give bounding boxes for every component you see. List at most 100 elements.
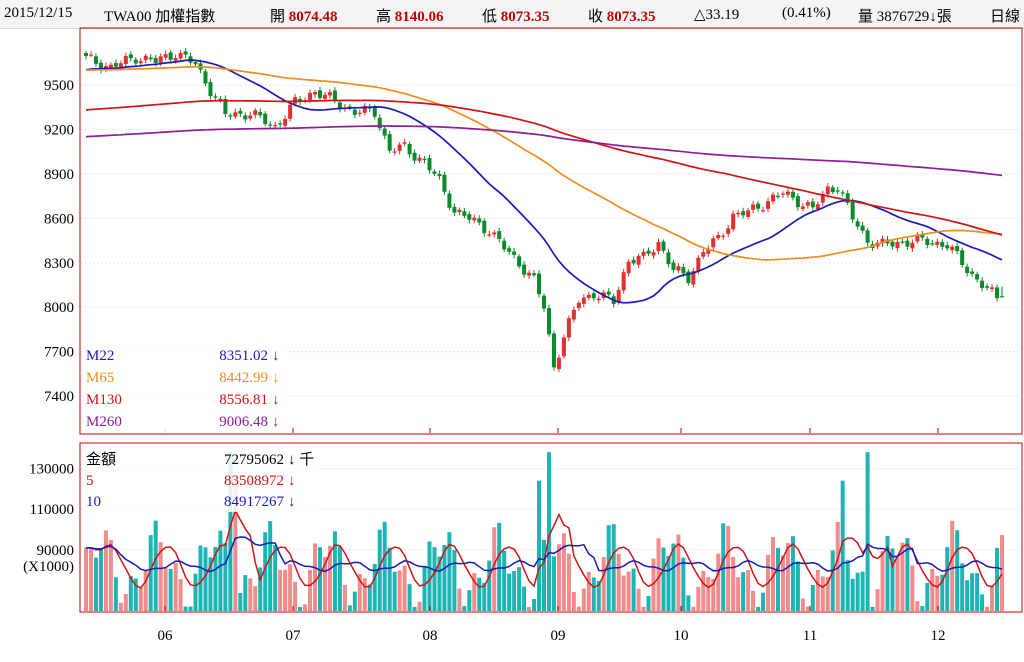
candle-body <box>98 62 103 71</box>
ma130-line <box>85 99 1003 236</box>
candle-body <box>546 308 551 335</box>
volume-legend-value: 72795062 <box>224 452 284 468</box>
volume-bar <box>327 545 332 611</box>
volume-bar <box>800 598 805 611</box>
candle-body <box>920 234 925 238</box>
candle-body <box>800 206 805 209</box>
candle-body <box>308 92 313 100</box>
candle-body <box>437 174 442 177</box>
candle-body <box>845 193 850 203</box>
volume-bar <box>188 606 193 611</box>
candle-body <box>890 241 895 247</box>
volume-bar <box>357 574 362 611</box>
volume-bar <box>313 543 317 611</box>
candle-body <box>502 240 507 250</box>
volume-bar <box>437 556 442 611</box>
volume-bar <box>696 586 701 611</box>
candle-body <box>462 211 467 216</box>
volume-bar <box>840 480 845 611</box>
candle-body <box>701 252 706 257</box>
volume-bar <box>103 530 108 611</box>
candle-body <box>427 158 432 171</box>
close-label: 收 <box>588 9 604 25</box>
candle-body <box>143 55 148 61</box>
volume-bar <box>367 584 372 611</box>
candle-body <box>1000 296 1004 298</box>
volume-bar <box>631 568 636 611</box>
candle-body <box>492 232 497 235</box>
price-tick-label: 8900 <box>44 167 74 183</box>
volume-bar <box>223 543 228 611</box>
candle-body <box>412 152 417 161</box>
volume-bar <box>322 556 327 611</box>
candle-body <box>945 245 950 249</box>
candle-body <box>467 214 472 220</box>
volume-y-axis: 130000 110000 90000(X1000) <box>23 461 74 574</box>
price-tick-label: 8000 <box>44 300 74 316</box>
volume-bar <box>930 568 935 611</box>
candle-body <box>118 63 123 68</box>
volume-tick-label: 130000 <box>29 461 74 477</box>
candle-body <box>497 231 502 239</box>
moving-average-lines <box>85 59 1003 304</box>
candle-body <box>780 193 785 195</box>
candle-body <box>671 262 676 270</box>
price-tick-label: 9200 <box>44 123 74 139</box>
candle-body <box>507 248 512 252</box>
candle-body <box>975 274 980 280</box>
price-panel-frame <box>79 27 1023 435</box>
candle-body <box>273 125 278 127</box>
candle-body <box>646 250 651 254</box>
volume-bar <box>830 550 835 611</box>
candle-body <box>950 246 955 251</box>
volume-unit-label: (X1000) <box>23 559 74 575</box>
high-label: 高 <box>376 9 392 25</box>
candle-body <box>537 273 542 295</box>
volume-bar <box>422 566 427 611</box>
volume-bar <box>636 588 641 611</box>
volume-legend-value: 83508972 <box>224 473 284 489</box>
candle-body <box>751 204 756 210</box>
close-quote: 收 8073.35 <box>588 5 656 26</box>
volume-bar <box>293 581 298 611</box>
candle-body <box>532 273 537 276</box>
volume-bars <box>84 452 1004 611</box>
candle-body <box>925 238 930 245</box>
candle-body <box>965 266 970 273</box>
legend-arrow-icon: ↓ <box>272 348 280 364</box>
volume-bar <box>686 595 691 611</box>
candle-body <box>293 97 298 104</box>
candle-body <box>382 128 387 136</box>
volume-bar <box>417 601 422 611</box>
volume-bar <box>457 588 462 611</box>
volume-bar <box>955 530 960 611</box>
candle-body <box>233 112 238 117</box>
volume-bar <box>138 587 143 611</box>
volume-bar <box>970 573 975 611</box>
volume-bar <box>785 543 790 611</box>
open-quote: 開 8074.48 <box>270 5 338 26</box>
legend-value-ma130: 8556.81 <box>219 392 268 408</box>
volume-tick-label: 90000 <box>37 543 75 559</box>
volume-bar <box>995 547 1000 611</box>
volume-bar <box>651 558 656 611</box>
volume-bar <box>756 606 761 611</box>
candle-body <box>238 110 243 114</box>
volume-bar <box>248 578 253 611</box>
candle-body <box>910 242 915 249</box>
candle-body <box>223 98 228 115</box>
candle-body <box>915 234 920 242</box>
month-tick-label: 06 <box>158 628 174 644</box>
volume-bar <box>935 575 940 611</box>
candle-body <box>731 213 736 230</box>
candle-body <box>551 333 556 368</box>
volume-bar <box>452 550 457 611</box>
candle-body <box>442 174 447 192</box>
volume-bar <box>397 570 402 611</box>
volume-bar <box>198 545 203 611</box>
candle-body <box>686 271 691 284</box>
volume-bar <box>462 606 467 611</box>
candle-body <box>790 191 795 198</box>
volume-legend-arrow-icon: ↓ <box>288 494 296 510</box>
volume-bar <box>646 595 651 611</box>
